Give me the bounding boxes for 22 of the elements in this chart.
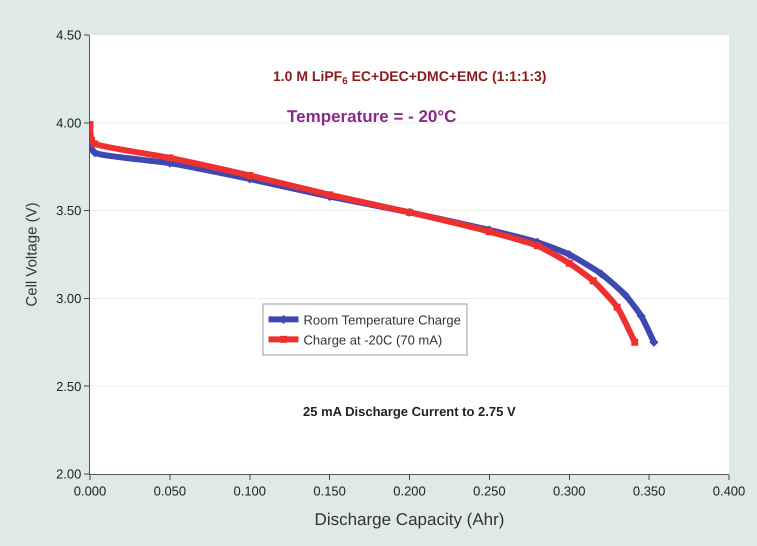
x-tick-label: 0.300 (552, 484, 586, 499)
y-tick-label: 2.50 (56, 378, 82, 394)
legend-label: Room Temperature Charge (304, 312, 461, 328)
annotation: 1.0 M LiPF$_{6}$ EC+DEC+DMC+EMC (1:1:1:3) (273, 68, 546, 87)
x-tick-label: 0.100 (233, 484, 266, 499)
legend-label: Charge at -20C (70 mA) (304, 332, 442, 348)
x-axis-title: Discharge Capacity (Ahr) (314, 510, 504, 529)
annotation: 25 mA Discharge Current to 2.75 V (303, 404, 516, 419)
x-tick-label: 0.350 (632, 484, 666, 499)
x-tick-label: 0.050 (154, 484, 186, 499)
y-tick-label: 4.00 (56, 115, 82, 130)
y-tick-label: 2.00 (56, 466, 82, 482)
x-tick-label: 0.150 (313, 484, 346, 499)
x-tick-label: 0.400 (712, 484, 746, 499)
y-axis-title: Cell Voltage (V) (23, 202, 40, 307)
x-tick-label: 0.000 (74, 484, 106, 499)
y-tick-label: 4.50 (56, 28, 82, 43)
x-tick-label: 0.200 (393, 484, 426, 499)
x-tick-label: 0.250 (473, 484, 506, 499)
annotation: Temperature = - 20°C (287, 107, 456, 126)
y-tick-label: 3.00 (56, 290, 82, 306)
y-tick-label: 3.50 (56, 203, 82, 218)
